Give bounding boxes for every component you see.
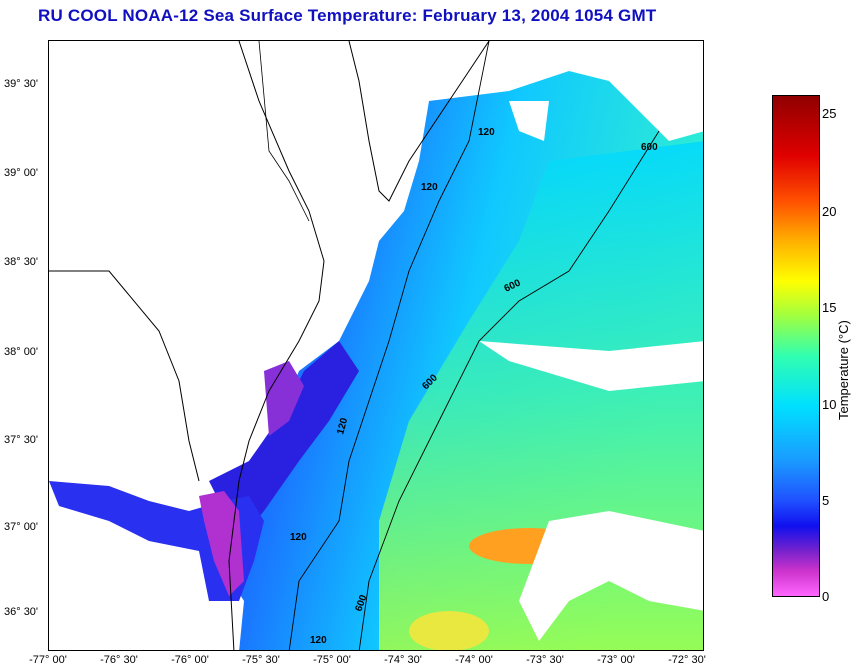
lon-tick-label: -74° 30' xyxy=(384,654,422,666)
lat-tick-label: 38° 30' xyxy=(4,256,39,268)
lon-tick-label: -77° 00' xyxy=(29,654,67,666)
colorbar-tick: 5 xyxy=(822,493,830,508)
sst-nearshore-cold xyxy=(209,341,359,541)
cloud-region-2 xyxy=(519,511,703,641)
isobath-label: 120 xyxy=(421,182,438,193)
lon-tick-label: -73° 00' xyxy=(597,654,635,666)
lon-tick-label: -72° 30' xyxy=(668,654,706,666)
colorbar xyxy=(772,95,820,597)
colorbar-tick: 20 xyxy=(822,204,837,219)
isobath-label: 600 xyxy=(641,142,658,153)
isobath-600 xyxy=(358,130,660,650)
isobath-label: 120 xyxy=(335,416,350,435)
isobath-120 xyxy=(288,41,490,650)
lon-tick-label: -76° 00' xyxy=(171,654,209,666)
sst-warm-patch-2 xyxy=(409,611,489,650)
sst-map[interactable] xyxy=(48,40,704,651)
isobath-labels: 120 120 120 120 600 600 600 600 120 xyxy=(290,127,658,646)
lat-tick-label: 39° 30' xyxy=(4,78,39,90)
page-title: RU COOL NOAA-12 Sea Surface Temperature:… xyxy=(38,6,657,25)
lat-tick-label: 36° 30' xyxy=(4,606,39,618)
isobath-label: 120 xyxy=(290,532,307,543)
lon-tick-label: -73° 30' xyxy=(526,654,564,666)
colorbar-tick: 15 xyxy=(822,300,837,315)
lon-tick-label: -75° 00' xyxy=(313,654,351,666)
lat-tick-label: 37° 00' xyxy=(4,521,39,533)
isobath-label: 600 xyxy=(420,372,440,392)
lon-tick-label: -75° 30' xyxy=(242,654,280,666)
isobath-label: 600 xyxy=(503,278,523,295)
cloud-region-3 xyxy=(609,41,703,141)
coastline xyxy=(49,41,490,650)
state-border xyxy=(258,41,310,222)
isobath-label: 120 xyxy=(310,635,327,646)
isobath-label: 600 xyxy=(353,593,369,613)
lon-tick-label: -74° 00' xyxy=(455,654,493,666)
colorbar-tick: 10 xyxy=(822,397,837,412)
sst-map-svg xyxy=(49,41,703,650)
cloud-region xyxy=(479,341,703,391)
colorbar-tick: 0 xyxy=(822,589,830,604)
lon-tick-label: -76° 30' xyxy=(100,654,138,666)
isobath-label: 120 xyxy=(478,127,495,138)
colorbar-tick: 25 xyxy=(822,106,837,121)
lat-tick-label: 37° 30' xyxy=(4,434,39,446)
cloud-region-4 xyxy=(509,101,549,141)
sst-coldest-patch xyxy=(199,491,244,596)
lat-tick-label: 38° 00' xyxy=(4,346,39,358)
colorbar-label: Temperature (°C) xyxy=(836,320,851,420)
lat-tick-label: 39° 00' xyxy=(4,167,39,179)
sst-cold-patch xyxy=(264,361,304,436)
